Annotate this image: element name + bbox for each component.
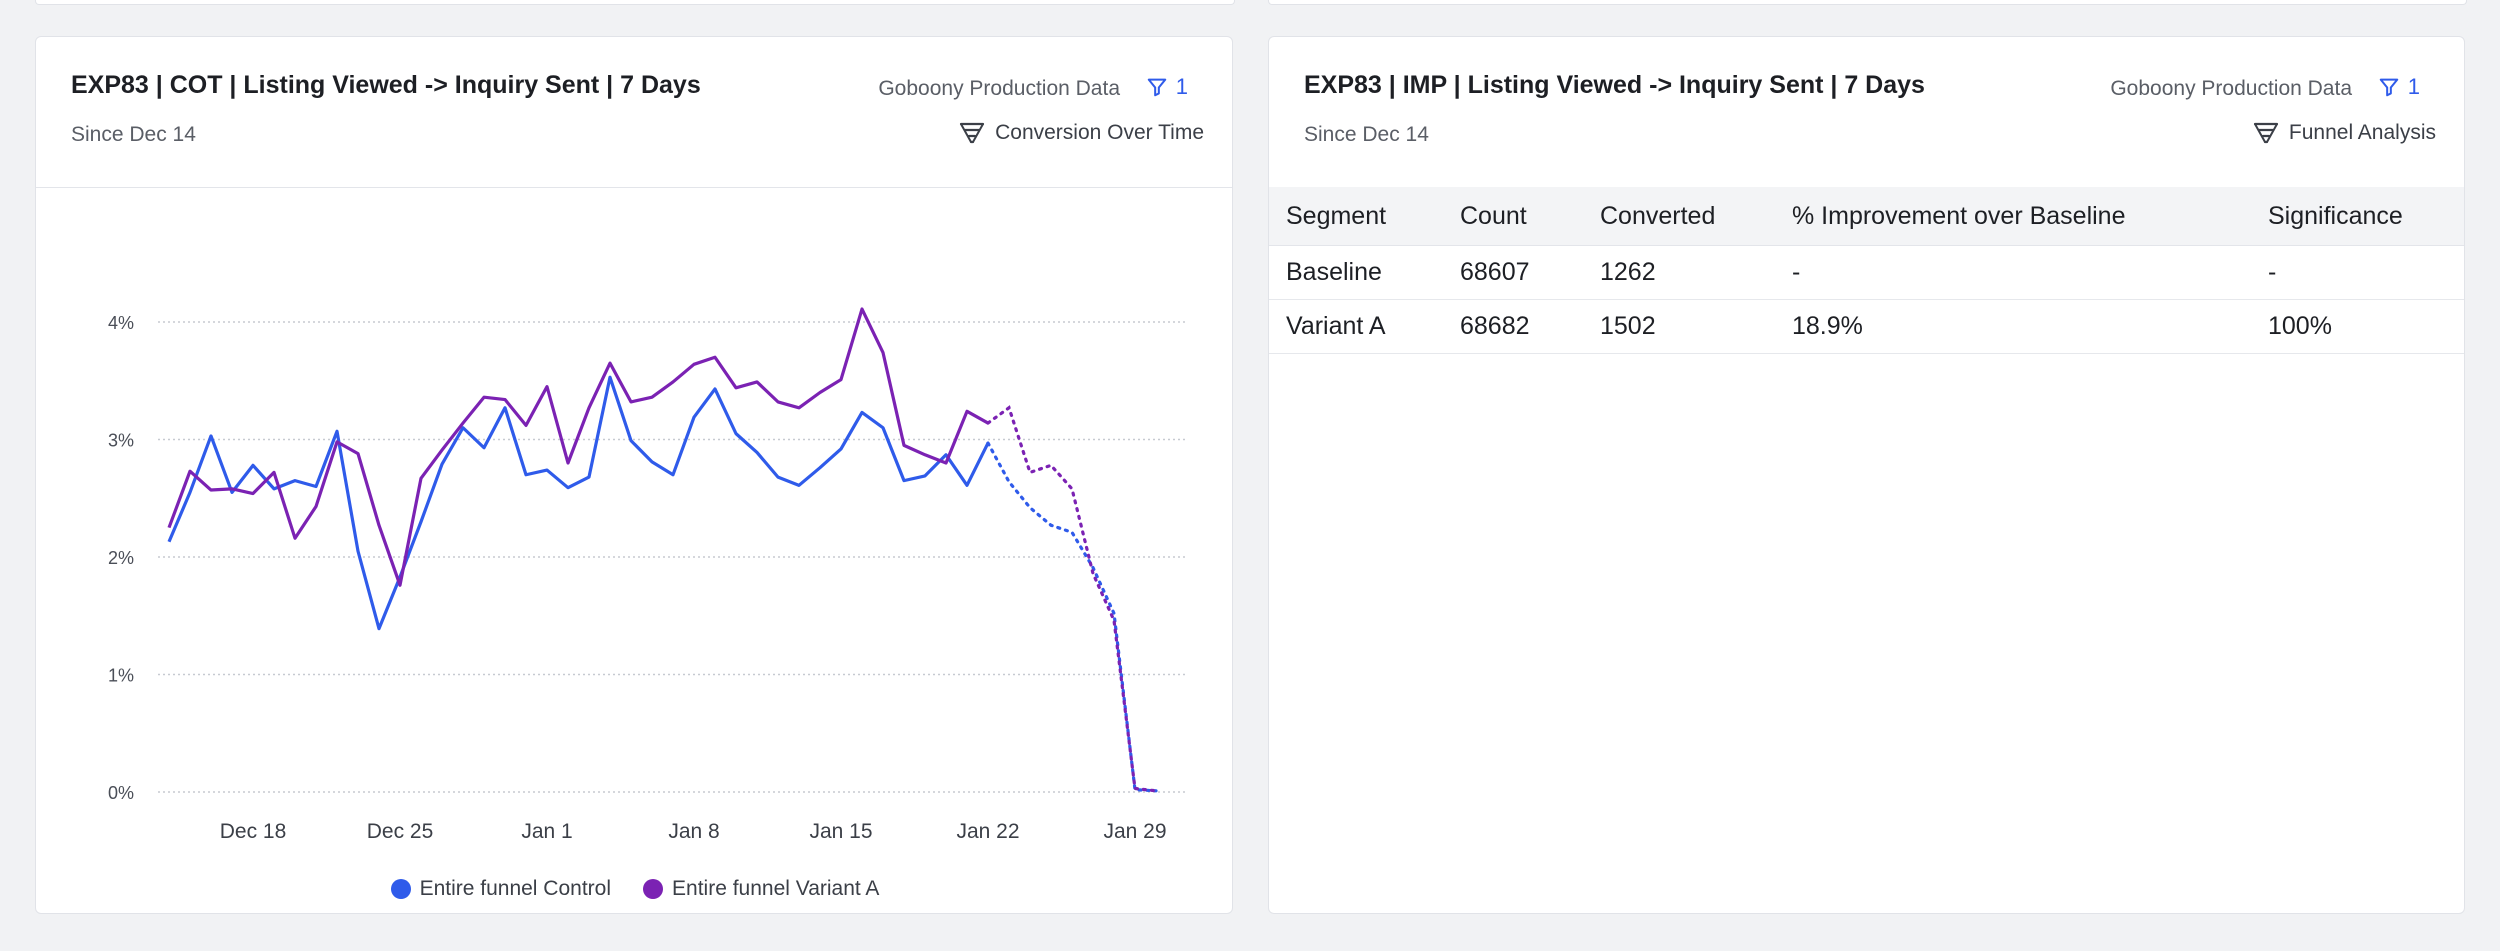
legend-swatch-variant <box>643 879 664 899</box>
x-tick-label: Dec 18 <box>220 820 287 843</box>
card-header: EXP83 | COT | Listing Viewed -> Inquiry … <box>36 37 1232 188</box>
chart-type-text: Funnel Analysis <box>2288 121 2436 144</box>
line-chart-svg: 0% 1% 2% 3% 4% Dec 18 Dec 25 Jan 1 Jan 8 Jan 15 J… <box>108 307 1188 843</box>
legend-item-variant[interactable]: Entire funnel Variant A <box>643 877 879 901</box>
y-tick-label: 2% <box>108 548 134 568</box>
line-chart: 0% 1% 2% 3% 4% Dec 18 Dec 25 Jan 1 Jan 8 Jan 15 J… <box>36 187 1232 913</box>
funnel-icon <box>959 122 985 144</box>
card-subtitle: Since Dec 14 <box>1304 123 1429 146</box>
data-source-label[interactable]: Goboony Production Data <box>878 77 1120 100</box>
legend-label-variant: Entire funnel Variant A <box>672 877 880 900</box>
x-tick-label: Jan 22 <box>956 820 1019 843</box>
table-cell: Baseline <box>1269 245 1443 300</box>
filter-icon <box>1147 78 1167 97</box>
column-header[interactable]: Count <box>1443 187 1583 246</box>
table-cell: 1262 <box>1583 245 1775 300</box>
table-row[interactable]: Baseline 68607 1262 - - <box>1269 245 2464 300</box>
card-title[interactable]: EXP83 | IMP | Listing Viewed -> Inquiry … <box>1304 71 1925 99</box>
series-line-variant[interactable] <box>167 307 989 587</box>
y-tick-label: 0% <box>108 783 134 803</box>
column-header[interactable]: Converted <box>1583 187 1775 246</box>
filter-count-button[interactable]: 1 <box>1146 74 1188 100</box>
x-tick-label: Jan 1 <box>521 820 572 843</box>
chart-type-text: Conversion Over Time <box>995 121 1204 144</box>
card-edge-left <box>35 0 1235 5</box>
card-subtitle: Since Dec 14 <box>71 123 196 146</box>
series-line-control[interactable] <box>167 375 990 631</box>
filter-icon <box>2379 78 2399 97</box>
y-tick-label: 3% <box>108 431 134 451</box>
table-cell: - <box>1775 245 2251 300</box>
table-cell: 68682 <box>1443 299 1583 354</box>
series-projection-variant[interactable] <box>986 405 1158 793</box>
legend-item-control[interactable]: Entire funnel Control <box>390 877 612 901</box>
filter-count-button[interactable]: 1 <box>2378 74 2420 100</box>
column-header[interactable]: Significance <box>2251 187 2464 246</box>
filter-count: 1 <box>1175 74 1188 99</box>
card-title[interactable]: EXP83 | COT | Listing Viewed -> Inquiry … <box>71 71 701 99</box>
card-header: EXP83 | IMP | Listing Viewed -> Inquiry … <box>1269 37 2464 188</box>
data-source-label[interactable]: Goboony Production Data <box>2110 77 2352 100</box>
x-tick-label: Jan 8 <box>668 820 719 843</box>
table-cell: 100% <box>2251 299 2464 354</box>
legend-label-control: Entire funnel Control <box>419 877 612 900</box>
x-tick-label: Jan 29 <box>1103 820 1166 843</box>
table-header-row: Segment Count Converted % Improvement ov… <box>1269 187 2464 246</box>
x-tick-label: Dec 25 <box>367 820 434 843</box>
chart-legend: Entire funnel Control Entire funnel Vari… <box>36 877 1232 901</box>
legend-swatch-control <box>390 879 411 899</box>
table-cell: 68607 <box>1443 245 1583 300</box>
table-cell: 18.9% <box>1775 299 2251 354</box>
table-cell: Variant A <box>1269 299 1443 354</box>
x-tick-label: Jan 15 <box>809 820 872 843</box>
column-header[interactable]: % Improvement over Baseline <box>1775 187 2251 246</box>
segment-table: Segment Count Converted % Improvement ov… <box>1269 187 2464 354</box>
filter-count: 1 <box>2407 74 2420 99</box>
column-header[interactable]: Segment <box>1269 187 1443 246</box>
y-tick-label: 4% <box>108 313 134 333</box>
card-edge-right <box>1268 0 2467 5</box>
funnel-analysis-card: EXP83 | IMP | Listing Viewed -> Inquiry … <box>1268 36 2465 914</box>
table-cell: 1502 <box>1583 299 1775 354</box>
table-row[interactable]: Variant A 68682 1502 18.9% 100% <box>1269 299 2464 354</box>
series-projection-control[interactable] <box>986 441 1158 793</box>
chart-type-label[interactable]: Conversion Over Time <box>959 121 1204 145</box>
table-cell: - <box>2251 245 2464 300</box>
chart-type-label[interactable]: Funnel Analysis <box>2253 121 2436 145</box>
funnel-icon <box>2253 122 2279 144</box>
y-tick-label: 1% <box>108 666 134 686</box>
conversion-over-time-card: EXP83 | COT | Listing Viewed -> Inquiry … <box>35 36 1233 914</box>
